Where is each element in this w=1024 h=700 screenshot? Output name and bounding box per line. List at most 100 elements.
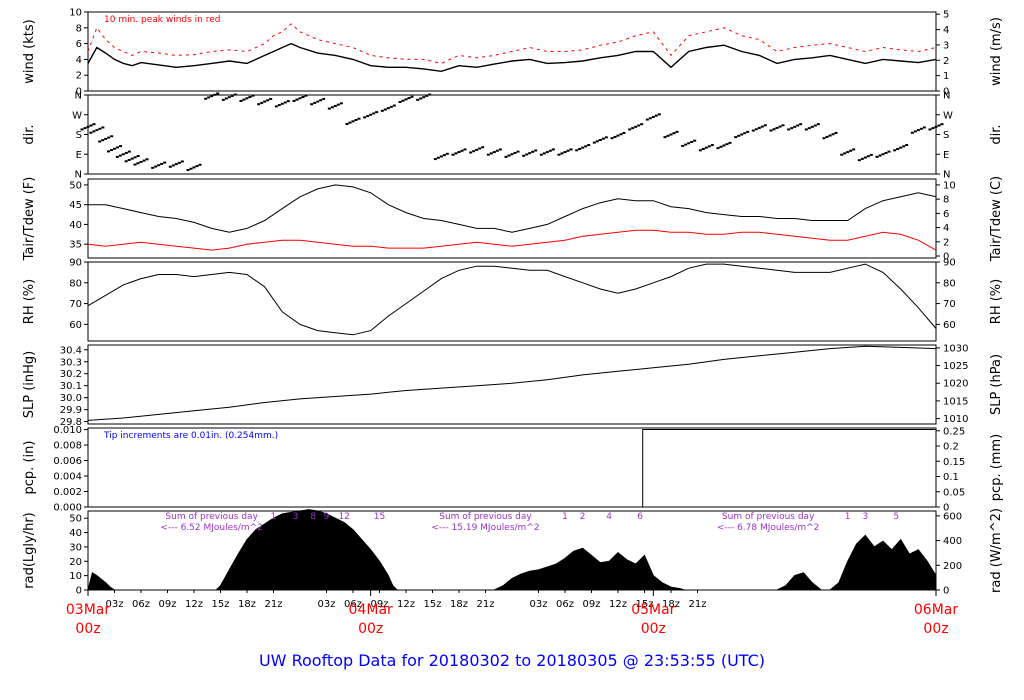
y-axis-label-right: pcp. (mm) <box>989 434 1004 501</box>
tick-label-right: 0.1 <box>943 472 959 483</box>
hour-mark: 8 <box>310 512 316 522</box>
daily-sum-label: Sum of previous day <box>439 512 532 522</box>
tick-label-right: 400 <box>943 536 962 547</box>
tick-label-left: W <box>72 110 82 121</box>
panel-frame <box>87 261 937 342</box>
x-tick-label: 15z <box>636 599 654 610</box>
x-tick-label: 12z <box>609 599 627 610</box>
tick-label-right: 1015 <box>943 396 968 407</box>
x-tick-label: 15z <box>424 599 442 610</box>
tick-label-left: 29.9 <box>60 405 82 416</box>
x-tick-label: 06z <box>344 599 362 610</box>
tick-label-left: S <box>76 130 82 141</box>
tick-label-right: 0 <box>943 252 949 263</box>
x-major-date: 04Mar <box>349 602 393 618</box>
tick-label-right: 5 <box>943 10 949 21</box>
panel-rh: RH (%) RH (%) 60 70 80 90 60 70 80 90 <box>22 258 1004 342</box>
series-slp-0 <box>87 345 937 421</box>
series-wind-0 <box>87 42 937 73</box>
tick-label-left: 80 <box>69 278 82 289</box>
x-tick-label: 21z <box>477 599 495 610</box>
series-wind-1 <box>87 23 937 64</box>
hour-mark: 5 <box>893 512 899 522</box>
x-tick-label: 15z <box>212 599 230 610</box>
tick-label-right: 1025 <box>943 361 968 372</box>
tick-label-left: 40 <box>69 220 82 231</box>
tick-label-right: S <box>943 130 949 141</box>
hour-mark: 1 <box>562 512 568 522</box>
tick-label-right: 1030 <box>943 343 968 354</box>
y-axis-label-left: Tair/Tdew (F) <box>22 177 37 262</box>
x-tick-label: 03z <box>530 599 548 610</box>
x-tick-label: 21z <box>689 599 707 610</box>
y-axis-label-right: dir. <box>989 124 1004 144</box>
tick-label-right: N <box>943 170 950 181</box>
daily-sum-value: <--- 6.52 MJoules/m^2 <box>160 523 262 533</box>
chart-title: UW Rooftop Data for 20180302 to 20180305… <box>259 651 765 670</box>
series-rh-0 <box>87 263 937 336</box>
tick-label-left: N <box>75 170 82 181</box>
tick-label-left: 10 <box>69 571 82 582</box>
x-tick-label: 03z <box>318 599 336 610</box>
tick-label-left: 29.8 <box>60 417 82 428</box>
tick-label-left: N <box>75 91 82 102</box>
tick-label-left: 0.000 <box>53 503 82 514</box>
tick-label-right: 200 <box>943 561 962 572</box>
panel-pcp: pcp. (in) pcp. (mm) 0.000 0.002 0.004 0.006 0.… <box>22 425 1004 513</box>
tick-label-right: 0.25 <box>943 426 965 437</box>
tick-label-right: 0 <box>943 503 949 514</box>
tick-label-right: 2 <box>943 237 949 248</box>
tick-label-right: 2 <box>943 56 949 67</box>
hour-mark: 6 <box>637 512 643 522</box>
tick-label-left: 30 <box>69 542 82 553</box>
tick-label-right: 0.15 <box>943 457 965 468</box>
x-tick-label: 09z <box>583 599 601 610</box>
x-major-time: 00z <box>358 621 383 637</box>
tick-label-right: 8 <box>943 195 949 206</box>
solar-area <box>87 509 937 591</box>
tick-label-left: 60 <box>69 320 82 331</box>
tick-label-left: 0.006 <box>53 456 82 467</box>
x-tick-label: 06z <box>556 599 574 610</box>
tick-label-left: 2 <box>76 71 82 82</box>
tick-label-left: 30.4 <box>60 345 82 356</box>
y-axis-label-right: RH (%) <box>989 279 1004 324</box>
tick-label-left: E <box>76 150 82 161</box>
daily-sum-value: <--- 6.78 MJoules/m^2 <box>717 523 819 533</box>
x-axis: 03z 06z 09z 12z 15z 18z 21z 03z 06z 09z 12z 15z 18z 2… <box>66 590 958 637</box>
x-tick-label: 09z <box>159 599 177 610</box>
tick-label-left: 0 <box>76 87 82 98</box>
x-major-time: 00z <box>923 621 948 637</box>
y-axis-label-right: Tair/Tdew (C) <box>989 176 1004 262</box>
hour-mark: 3 <box>293 512 299 522</box>
panel-annotation: 10 min. peak winds in red <box>104 15 221 25</box>
x-major-time: 00z <box>641 621 666 637</box>
x-major-time: 00z <box>75 621 100 637</box>
x-tick-label: 18z <box>238 599 256 610</box>
y-axis-label-left: rad(Lgly/hr) <box>22 512 37 588</box>
x-tick-label: 18z <box>450 599 468 610</box>
tick-label-left: 10 <box>69 8 82 19</box>
tick-label-right: 4 <box>943 25 949 36</box>
tick-label-left: 0.008 <box>53 441 82 452</box>
tick-label-left: 70 <box>69 299 82 310</box>
y-axis-label-left: pcp. (in) <box>22 441 37 495</box>
tick-label-left: 40 <box>69 528 82 539</box>
tick-label-right: 0 <box>943 87 949 98</box>
x-tick-label: 12z <box>185 599 203 610</box>
tick-label-left: 30.2 <box>60 369 82 380</box>
tick-label-right: E <box>943 150 949 161</box>
y-axis-label-left: SLP (inHg) <box>22 351 37 419</box>
hour-mark: 12 <box>338 512 349 522</box>
hour-mark: 3 <box>862 512 868 522</box>
tick-label-right: 70 <box>943 299 956 310</box>
panel-frame <box>87 344 937 425</box>
tick-label-left: 30.1 <box>60 381 82 392</box>
y-axis-label-left: RH (%) <box>22 279 37 324</box>
tick-label-left: 0.002 <box>53 487 82 498</box>
y-axis-label-right: SLP (hPa) <box>989 354 1004 415</box>
x-tick-label: 06z <box>132 599 150 610</box>
